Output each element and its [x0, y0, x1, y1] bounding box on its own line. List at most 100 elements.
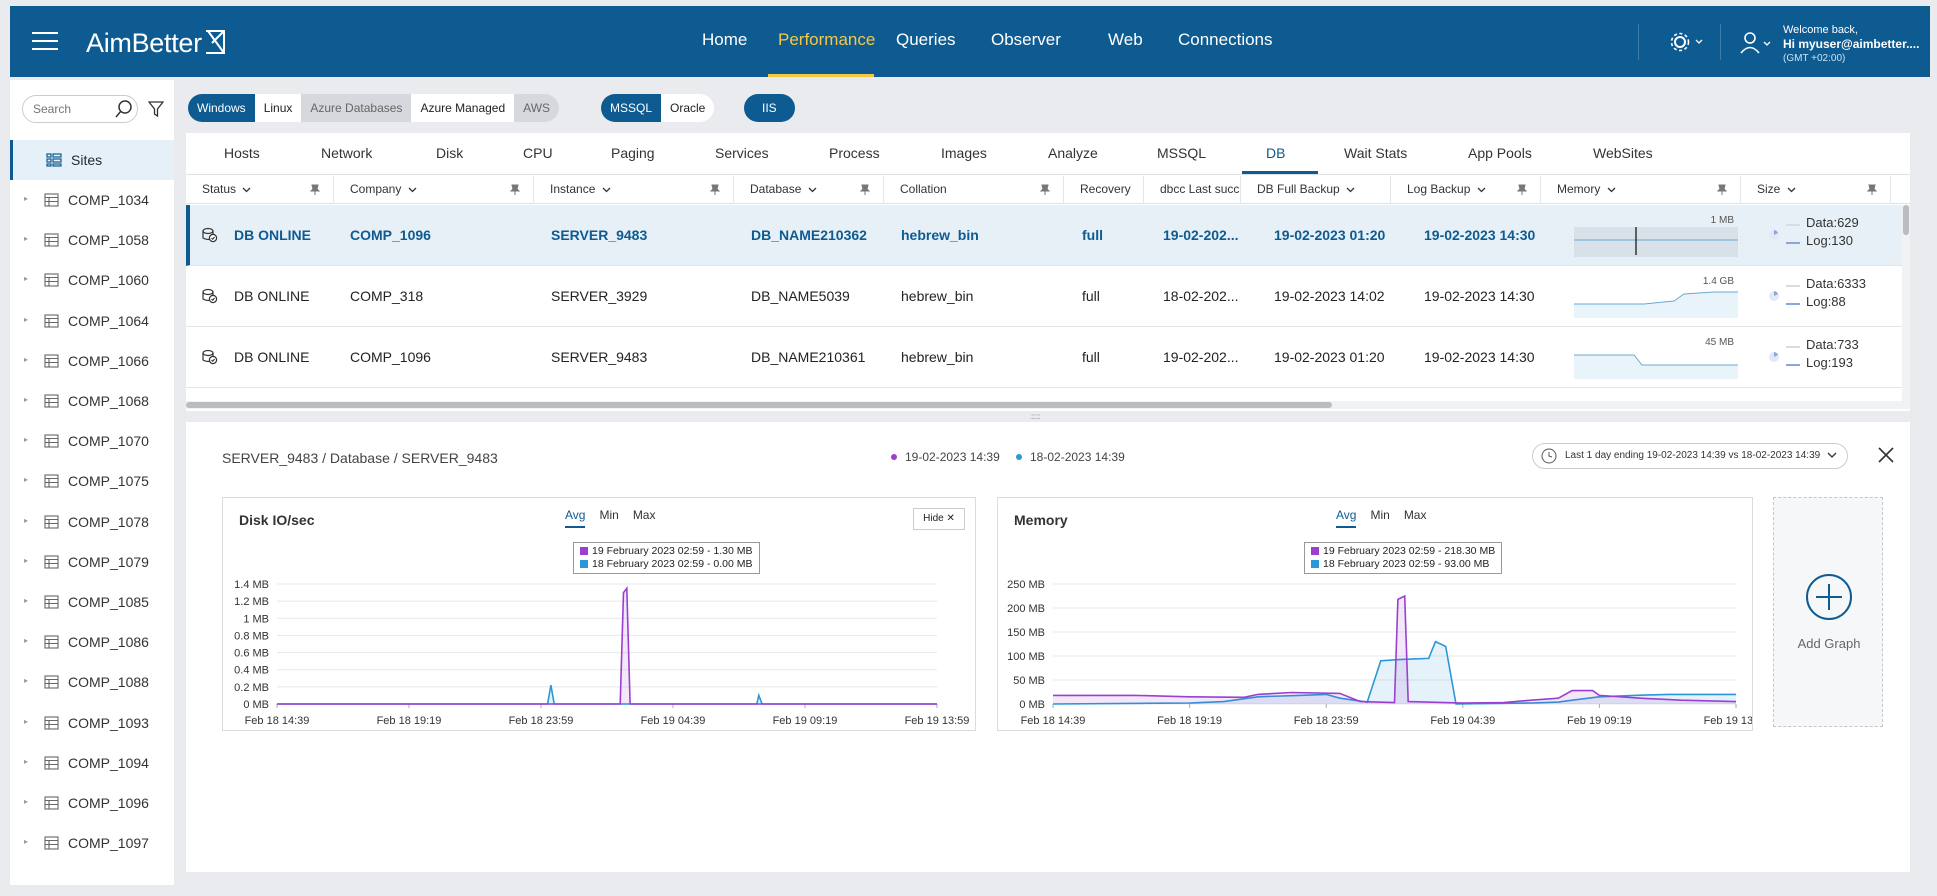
- nav-web[interactable]: Web: [1108, 30, 1143, 49]
- chevron-down-icon[interactable]: [808, 187, 817, 193]
- sidebar-item-company[interactable]: ▸ COMP_1060: [10, 260, 174, 300]
- nav-performance[interactable]: Performance: [778, 30, 876, 49]
- filter-iis[interactable]: IIS: [744, 94, 795, 122]
- sidebar-item-company[interactable]: ▸ COMP_1088: [10, 662, 174, 702]
- column-header[interactable]: dbcc Last succ: [1144, 176, 1241, 204]
- sidebar-item-company[interactable]: ▸ COMP_1094: [10, 743, 174, 783]
- agg-avg[interactable]: Avg: [565, 508, 586, 528]
- expand-arrow-icon[interactable]: ▸: [24, 716, 29, 726]
- pin-icon[interactable]: [1039, 184, 1051, 196]
- sidebar-item-company[interactable]: ▸ COMP_1034: [10, 180, 174, 220]
- disk-io-chart[interactable]: 0 MB 0.2 MB 0.4 MB 0.6 MB 0.8 MB 1 MB 1.2 MB 1.…: [223, 498, 975, 730]
- table-row[interactable]: DB ONLINE COMP_1096 SERVER_9483 DB_NAME2103…: [186, 327, 1910, 388]
- hamburger-menu-icon[interactable]: [32, 32, 58, 52]
- filter-icon[interactable]: [148, 100, 164, 118]
- vertical-scrollbar[interactable]: [1902, 205, 1910, 401]
- expand-arrow-icon[interactable]: ▸: [24, 596, 29, 605]
- nav-connections[interactable]: Connections: [1178, 30, 1273, 49]
- sidebar-item-company[interactable]: ▸ COMP_1097: [10, 823, 174, 863]
- user-menu[interactable]: Welcome back, Hi myuser@aimbetter.... (G…: [1783, 23, 1919, 66]
- sidebar-item-company[interactable]: ▸ COMP_1085: [10, 582, 174, 622]
- tab-mssql[interactable]: MSSQL: [1157, 145, 1207, 161]
- table-row[interactable]: DB ONLINE COMP_1096 SERVER_9483 DB_NAME2103…: [186, 205, 1910, 266]
- series-line[interactable]: [277, 684, 937, 705]
- sidebar-item-company[interactable]: ▸ COMP_1066: [10, 341, 174, 381]
- nav-queries[interactable]: Queries: [896, 30, 956, 49]
- expand-arrow-icon[interactable]: ▸: [24, 395, 29, 404]
- chevron-down-icon[interactable]: [1346, 187, 1355, 193]
- agg-max[interactable]: Max: [1403, 508, 1427, 522]
- sidebar-item-company[interactable]: ▸ COMP_1075: [10, 461, 174, 501]
- tab-hosts[interactable]: Hosts: [224, 145, 260, 161]
- expand-arrow-icon[interactable]: ▸: [24, 837, 29, 847]
- settings-gear-icon[interactable]: [1670, 32, 1706, 52]
- expand-arrow-icon[interactable]: ▸: [24, 314, 29, 324]
- tab-db[interactable]: DB: [1266, 145, 1286, 161]
- agg-min[interactable]: Min: [1370, 508, 1390, 522]
- series-line[interactable]: [1053, 594, 1737, 704]
- user-icon[interactable]: [1740, 32, 1776, 54]
- tab-websites[interactable]: WebSites: [1593, 145, 1653, 161]
- chevron-down-icon[interactable]: [1477, 187, 1486, 193]
- chevron-down-icon[interactable]: [408, 187, 417, 193]
- expand-arrow-icon[interactable]: ▸: [24, 475, 29, 485]
- expand-arrow-icon[interactable]: ▸: [24, 274, 29, 284]
- filter-oracle[interactable]: Oracle: [670, 101, 706, 115]
- sidebar-item-sites[interactable]: Sites: [10, 140, 174, 180]
- tab-process[interactable]: Process: [829, 145, 880, 161]
- hide-button[interactable]: Hide ✕: [913, 508, 965, 530]
- column-header[interactable]: Database: [734, 176, 884, 204]
- sidebar-item-company[interactable]: ▸ COMP_1079: [10, 542, 174, 582]
- filter-linux[interactable]: Linux: [263, 101, 293, 115]
- chevron-down-icon[interactable]: [1607, 187, 1616, 193]
- pin-icon[interactable]: [1866, 184, 1878, 196]
- filter-mssql[interactable]: MSSQL: [601, 94, 662, 122]
- tab-disk[interactable]: Disk: [436, 145, 464, 161]
- time-range-selector[interactable]: Last 1 day ending 19-02-2023 14:39 vs 18…: [1532, 443, 1848, 469]
- memory-chart[interactable]: 0 MB 50 MB 100 MB 150 MB 200 MB 250 MB Feb 18 …: [998, 498, 1752, 730]
- tab-services[interactable]: Services: [715, 145, 769, 161]
- pin-icon[interactable]: [309, 184, 321, 196]
- filter-azure-managed[interactable]: Azure Managed: [420, 101, 506, 115]
- tab-analyze[interactable]: Analyze: [1048, 145, 1098, 161]
- expand-arrow-icon[interactable]: ▸: [24, 354, 29, 364]
- nav-observer[interactable]: Observer: [991, 30, 1061, 49]
- brand-logo[interactable]: AimBetter: [86, 28, 226, 59]
- tab-paging[interactable]: Paging: [611, 145, 655, 161]
- agg-min[interactable]: Min: [599, 508, 619, 522]
- nav-home[interactable]: Home: [702, 30, 748, 49]
- pin-icon[interactable]: [709, 184, 721, 196]
- close-icon[interactable]: [1877, 446, 1895, 464]
- tab-images[interactable]: Images: [941, 145, 987, 161]
- column-header[interactable]: Collation: [884, 176, 1064, 204]
- sidebar-item-company[interactable]: ▸ COMP_1093: [10, 703, 174, 743]
- agg-max[interactable]: Max: [632, 508, 656, 522]
- filter-aws[interactable]: AWS: [514, 94, 560, 122]
- column-header[interactable]: Instance: [534, 176, 734, 204]
- expand-arrow-icon[interactable]: ▸: [24, 756, 29, 766]
- series-line[interactable]: [1052, 640, 1736, 705]
- sidebar-item-company[interactable]: ▸ COMP_1070: [10, 421, 174, 461]
- chevron-down-icon[interactable]: [1787, 187, 1796, 193]
- series-line[interactable]: [277, 586, 937, 705]
- sidebar-item-company[interactable]: ▸ COMP_1096: [10, 783, 174, 823]
- expand-arrow-icon[interactable]: ▸: [24, 555, 29, 565]
- add-graph-button[interactable]: Add Graph: [1773, 497, 1883, 727]
- resize-handle[interactable]: ::::::::: [1030, 412, 1041, 421]
- expand-arrow-icon[interactable]: ▸: [24, 435, 29, 445]
- column-header[interactable]: Recovery: [1064, 176, 1144, 204]
- sidebar-item-company[interactable]: ▸ COMP_1058: [10, 220, 174, 260]
- expand-arrow-icon[interactable]: ▸: [24, 636, 29, 646]
- tab-network[interactable]: Network: [321, 145, 373, 161]
- filter-azure-databases[interactable]: Azure Databases: [301, 94, 412, 122]
- expand-arrow-icon[interactable]: ▸: [24, 234, 29, 244]
- table-row[interactable]: DB ONLINE COMP_318 SERVER_3929 DB_NAME5039 h…: [186, 266, 1910, 327]
- expand-arrow-icon[interactable]: ▸: [24, 515, 29, 525]
- search-icon[interactable]: [115, 100, 133, 118]
- chevron-down-icon[interactable]: [602, 187, 611, 193]
- column-header[interactable]: Log Backup: [1391, 176, 1541, 204]
- sidebar-item-company[interactable]: ▸ COMP_1078: [10, 502, 174, 542]
- sidebar-item-company[interactable]: ▸ COMP_1086: [10, 622, 174, 662]
- sidebar-item-company[interactable]: ▸ COMP_1064: [10, 301, 174, 341]
- expand-arrow-icon[interactable]: ▸: [24, 797, 29, 806]
